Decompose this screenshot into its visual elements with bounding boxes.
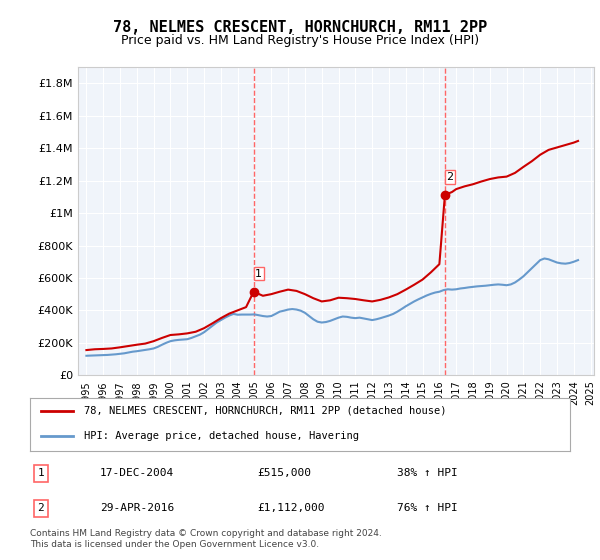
Text: Contains HM Land Registry data © Crown copyright and database right 2024.
This d: Contains HM Land Registry data © Crown c… — [30, 529, 382, 549]
Text: 2: 2 — [37, 503, 44, 513]
Text: 78, NELMES CRESCENT, HORNCHURCH, RM11 2PP (detached house): 78, NELMES CRESCENT, HORNCHURCH, RM11 2P… — [84, 406, 446, 416]
Text: Price paid vs. HM Land Registry's House Price Index (HPI): Price paid vs. HM Land Registry's House … — [121, 34, 479, 46]
Text: 38% ↑ HPI: 38% ↑ HPI — [397, 468, 458, 478]
Text: £1,112,000: £1,112,000 — [257, 503, 324, 513]
Text: £515,000: £515,000 — [257, 468, 311, 478]
Text: 17-DEC-2004: 17-DEC-2004 — [100, 468, 175, 478]
Text: 76% ↑ HPI: 76% ↑ HPI — [397, 503, 458, 513]
Text: HPI: Average price, detached house, Havering: HPI: Average price, detached house, Have… — [84, 431, 359, 441]
Text: 78, NELMES CRESCENT, HORNCHURCH, RM11 2PP: 78, NELMES CRESCENT, HORNCHURCH, RM11 2P… — [113, 20, 487, 35]
Text: 1: 1 — [37, 468, 44, 478]
Text: 1: 1 — [256, 269, 262, 279]
Text: 29-APR-2016: 29-APR-2016 — [100, 503, 175, 513]
Text: 2: 2 — [446, 172, 454, 182]
